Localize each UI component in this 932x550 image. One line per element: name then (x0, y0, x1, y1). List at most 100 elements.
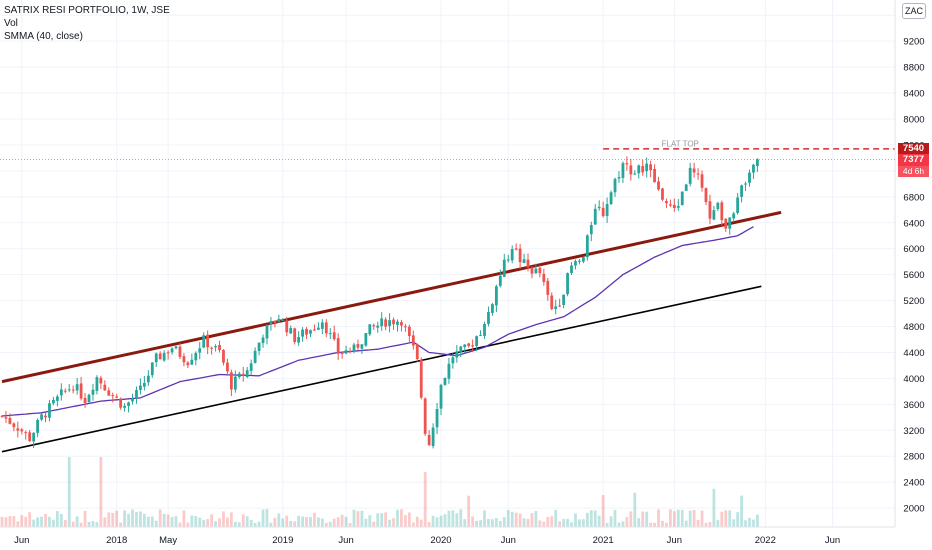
volume-bar (206, 519, 210, 527)
volume-bar (52, 519, 55, 527)
currency-badge[interactable]: ZAC (902, 3, 926, 19)
candle-body (617, 177, 621, 179)
smma-path (1, 226, 754, 417)
candle-body (740, 185, 743, 197)
candle-body (728, 217, 732, 229)
volume-bar (261, 509, 265, 527)
volume-bar (364, 518, 368, 527)
candle-body (720, 202, 724, 221)
candle-body (483, 323, 486, 336)
volume-bar (356, 511, 360, 527)
volume-bar (665, 522, 668, 527)
candle-body (364, 333, 368, 346)
candle-body (269, 321, 273, 325)
volume-bar (593, 510, 597, 527)
volume-bar (332, 518, 336, 527)
candle-body (305, 328, 308, 335)
volume-bar (736, 512, 740, 527)
candle-body (609, 192, 613, 204)
volume-bar (313, 512, 316, 527)
candle-body (657, 181, 660, 190)
candle-body (704, 188, 708, 203)
candle-body (696, 173, 700, 175)
x-tick-label: Jun (825, 535, 840, 546)
candle-body (756, 159, 759, 167)
candle-body (649, 164, 653, 171)
candle-body (127, 402, 130, 407)
volume-bar (166, 514, 170, 527)
volume-bar (142, 513, 146, 527)
candle-body (415, 344, 419, 360)
candlesticks (0, 156, 759, 449)
volume-bar (28, 512, 32, 527)
volume-bar (24, 516, 28, 527)
volume-bar (601, 495, 605, 527)
x-tick-label: 2020 (430, 535, 451, 546)
volume-bar (700, 510, 704, 527)
legend-volume[interactable]: Vol (4, 18, 18, 29)
candle-body (625, 163, 629, 165)
volume-bar (716, 520, 720, 527)
volume-bar (103, 517, 107, 527)
volume-bar (704, 522, 708, 527)
volume-bar (581, 519, 585, 527)
candle-body (166, 352, 170, 354)
candle-body (712, 210, 716, 220)
volume-bar (237, 522, 241, 527)
candle-body (629, 165, 633, 175)
volume-bar (609, 516, 613, 527)
candle-body (396, 321, 399, 325)
trendlines (1, 210, 782, 453)
candle-body (222, 349, 225, 363)
candle-body (301, 329, 304, 337)
x-tick-label: 2019 (272, 535, 293, 546)
candle-body (494, 286, 498, 306)
candle-body (237, 373, 241, 378)
candle-body (392, 319, 395, 325)
volume-bar (487, 518, 490, 527)
volume-bar (676, 509, 680, 527)
candle-body (491, 304, 494, 313)
volume-bar (684, 520, 688, 527)
candle-body (182, 356, 186, 363)
candle-body (123, 405, 127, 408)
candle-body (467, 343, 471, 347)
volume-bar (562, 518, 566, 527)
volume-bar (712, 488, 716, 527)
volume-bar (554, 509, 558, 527)
candle-body (645, 163, 649, 172)
candle-body (336, 338, 340, 354)
volume-bar (732, 519, 736, 527)
candle-body (229, 372, 233, 390)
candle-body (534, 268, 538, 274)
candle-body (708, 201, 712, 219)
candle-body (8, 417, 12, 424)
candle-body (174, 346, 178, 349)
candle-body (0, 415, 4, 417)
volume-bar (178, 522, 182, 527)
candle-body (332, 332, 336, 340)
volume-bar (633, 492, 637, 527)
candle-body (566, 273, 569, 295)
candle-body (194, 352, 198, 361)
bar-countdown-tag: 4d 6h (898, 166, 929, 177)
candle-body (324, 322, 328, 334)
candle-body (435, 408, 439, 428)
volume-bar (617, 522, 621, 527)
volume-bar (661, 520, 664, 527)
volume-bar (150, 516, 154, 527)
candle-body (214, 346, 217, 348)
candle-body (459, 346, 463, 353)
candle-body (380, 318, 384, 327)
candle-body (348, 351, 352, 353)
candle-body (498, 275, 502, 286)
volume-bar (91, 520, 95, 527)
volume-bar (467, 495, 471, 527)
volume-bar (688, 510, 692, 527)
legend-title[interactable]: SATRIX RESI PORTFOLIO, 1W, JSE (4, 5, 170, 16)
volume-bar (605, 522, 609, 527)
volume-bar (459, 509, 463, 527)
legend-indicator[interactable]: SMMA (40, close) (4, 31, 83, 42)
volume-bar (637, 518, 641, 527)
